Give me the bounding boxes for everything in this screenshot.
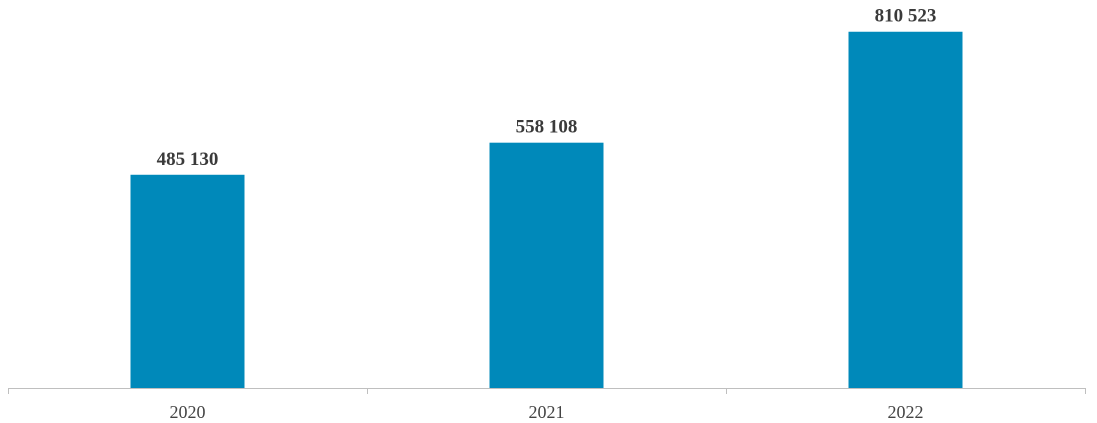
value-labels-group: 485 130 558 108 810 523	[157, 6, 937, 170]
tick-label-2020: 2020	[170, 402, 206, 422]
tick-label-2021: 2021	[529, 402, 565, 422]
tick-label-2022: 2022	[888, 402, 924, 422]
bar-2021	[489, 142, 604, 388]
bar-2022	[848, 31, 963, 389]
data-label-2021: 558 108	[516, 117, 578, 138]
x-axis-tick-labels: 2020 2021 2022	[170, 402, 924, 422]
data-label-2020: 485 130	[157, 149, 219, 170]
bar-2020	[130, 174, 245, 388]
x-axis-ticks	[8, 388, 1086, 394]
data-label-2022: 810 523	[875, 6, 937, 27]
bars-group	[130, 31, 963, 389]
